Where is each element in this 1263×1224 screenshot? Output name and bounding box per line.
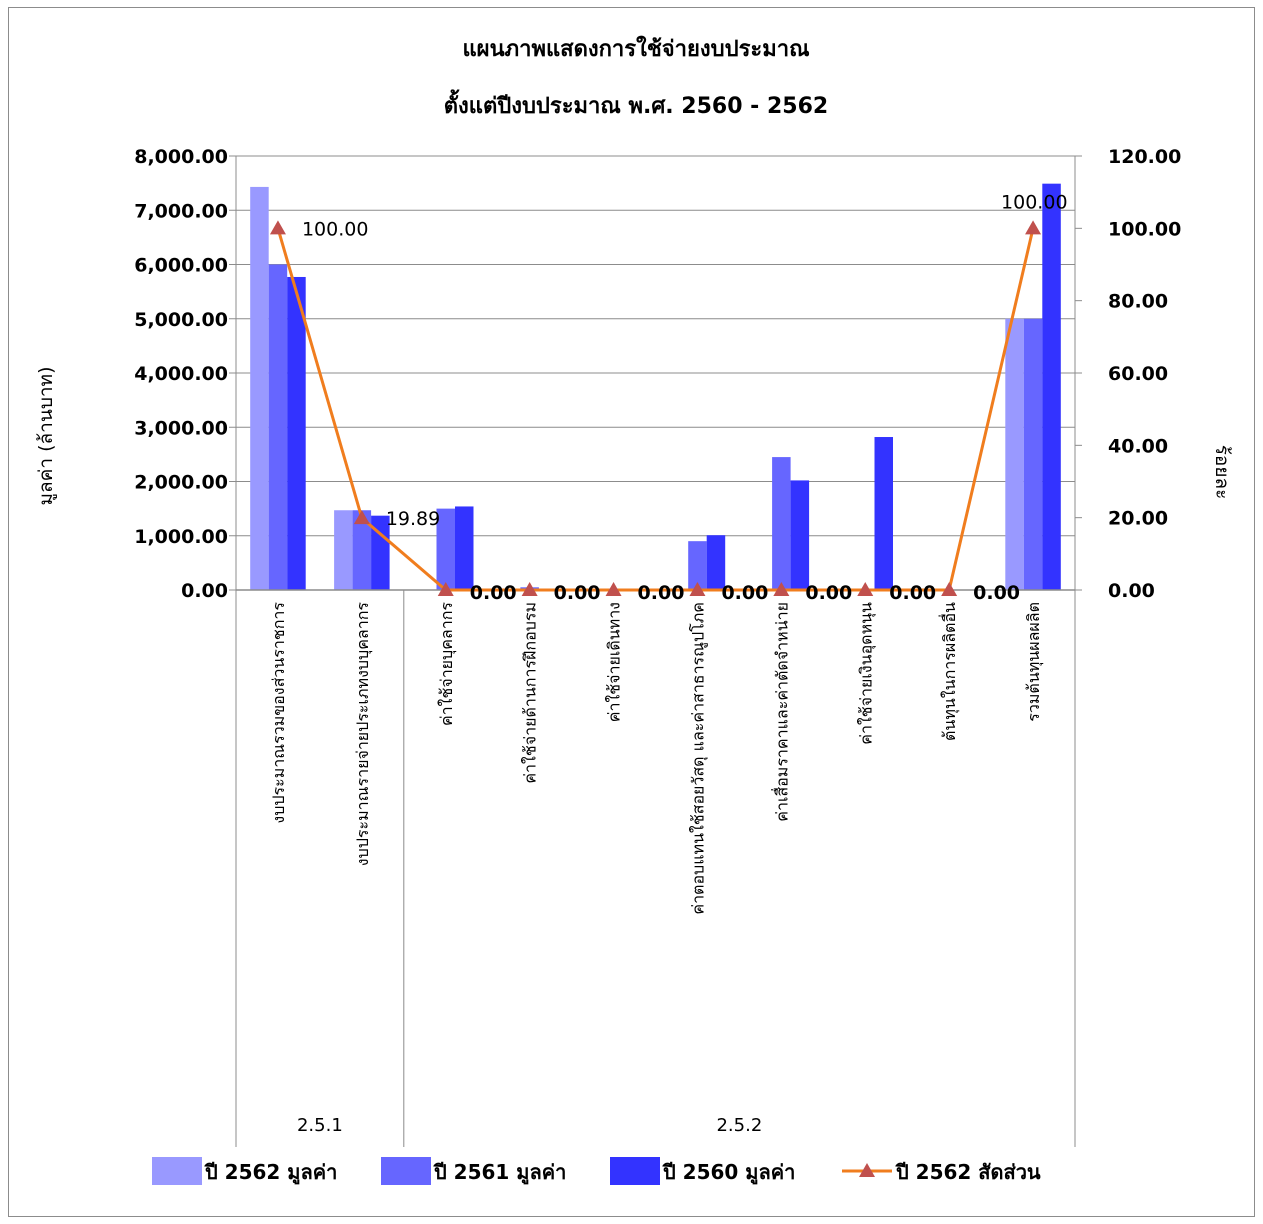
legend-label: ปี 2562 สัดส่วน (895, 1160, 1041, 1184)
ratio-marker (521, 582, 538, 596)
y2-tick-label: 100.00 (1108, 218, 1181, 240)
y-tick-label: 3,000.00 (134, 417, 228, 439)
y-tick-label: 1,000.00 (134, 526, 228, 548)
ratio-data-label: 0.00 (638, 582, 685, 604)
category-label: ค่าใช้จ่ายบุคลากร (437, 602, 457, 726)
bar (688, 541, 707, 590)
category-label: ต้นทุนในการผลิตอื่น (938, 602, 960, 741)
ratio-marker (605, 582, 622, 596)
ratio-data-label: 19.89 (386, 508, 440, 530)
legend-label: ปี 2560 มูลค่า (662, 1160, 796, 1186)
group-label: 2.5.2 (716, 1115, 762, 1136)
legend-label: ปี 2562 มูลค่า (204, 1160, 338, 1186)
ratio-marker (437, 582, 454, 596)
ratio-marker (857, 582, 874, 596)
y2-tick-label: 40.00 (1108, 435, 1168, 457)
y-tick-label: 6,000.00 (134, 255, 228, 277)
category-label: ค่าตอบแทนใช้สอยวัสดุ และค่าสาธารณูปโภค (688, 602, 708, 915)
y2-tick-label: 120.00 (1108, 146, 1181, 168)
bar (287, 276, 306, 590)
ratio-data-label: 0.00 (721, 582, 768, 604)
y-tick-label: 4,000.00 (134, 363, 228, 385)
ratio-marker (941, 582, 958, 596)
chart-title: แผนภาพแสดงการใช้จ่ายงบประมาณ (463, 35, 810, 62)
category-label: ค่าใช้จ่ายด้านการฝึกอบรม (521, 602, 540, 784)
ratio-data-label: 0.00 (554, 582, 601, 604)
ratio-marker (269, 220, 286, 235)
bar (371, 515, 390, 590)
bar (455, 506, 474, 590)
legend-label: ปี 2561 มูลค่า (433, 1160, 567, 1186)
y2-tick-label: 60.00 (1108, 363, 1168, 385)
ratio-marker (773, 582, 790, 596)
gridlines (236, 155, 1075, 537)
category-label: รวมต้นทุนผลผลิต (1024, 602, 1044, 722)
category-label: งบประมาณรายจ่ายประเภทงบบุคลากร (353, 602, 373, 867)
ratio-line-path (276, 227, 1035, 592)
ratio-marker (1025, 220, 1042, 235)
y-axis-title: มูลค่า (ล้านบาท) (35, 367, 57, 506)
bar (772, 457, 791, 590)
category-label: ค่าเสื่อมราคาและค่าตัดจำหน่าย (770, 602, 791, 822)
bar (790, 480, 810, 590)
axis-labels: 0.00 1,000.00 2,000.00 3,000.00 4,000.00 5,00… (134, 146, 1181, 1136)
y2-tick-label: 20.00 (1108, 508, 1168, 530)
bar (1005, 318, 1024, 590)
bar (334, 510, 353, 590)
bar (352, 510, 372, 590)
bar (268, 264, 288, 590)
y2-axis-title: ร้อยละ (1211, 445, 1233, 500)
category-label: ค่าใช้จ่ายเดินทาง (605, 602, 624, 722)
ratio-line: 100.00 19.89 0.00 0.00 0.00 0.00 0.00 0.00 0.00 1… (269, 191, 1068, 604)
ratio-data-label: 100.00 (1001, 191, 1067, 213)
y-tick-label: 5,000.00 (134, 309, 228, 331)
legend: ปี 2562 มูลค่า ปี 2561 มูลค่า ปี 2560 มูลค… (152, 1157, 1041, 1186)
y-tick-label: 2,000.00 (134, 472, 228, 494)
bar (436, 508, 455, 590)
y-tick-label: 0.00 (181, 580, 228, 602)
ratio-data-label: 100.00 (302, 218, 368, 240)
legend-marker (859, 1163, 875, 1177)
ratio-marker (689, 582, 706, 596)
group-label: 2.5.1 (297, 1115, 343, 1136)
bars (250, 183, 1061, 591)
ratio-data-label: 0.00 (470, 582, 517, 604)
legend-swatch (610, 1157, 660, 1185)
bar (874, 437, 893, 590)
ratio-data-label: 0.00 (889, 582, 936, 604)
category-label: งบประมาณรวมของส่วนราชการ (269, 602, 288, 824)
bar (250, 186, 269, 591)
legend-swatch (152, 1157, 202, 1185)
bar (706, 535, 726, 590)
bar (1023, 318, 1043, 590)
legend-swatch (381, 1157, 431, 1185)
y-tick-label: 7,000.00 (134, 200, 228, 222)
ratio-data-label: 0.00 (805, 582, 852, 604)
ratio-data-label: 0.00 (973, 582, 1020, 604)
y2-tick-label: 0.00 (1108, 580, 1155, 602)
bar (1042, 183, 1061, 591)
chart-subtitle: ตั้งแต่ปีงบประมาณ พ.ศ. 2560 - 2562 (444, 89, 828, 119)
y2-tick-label: 80.00 (1108, 291, 1168, 313)
category-label: ค่าใช้จ่ายเงินอุดหนุน (856, 602, 876, 745)
ratio-marker (353, 510, 370, 525)
y-tick-label: 8,000.00 (134, 146, 228, 168)
